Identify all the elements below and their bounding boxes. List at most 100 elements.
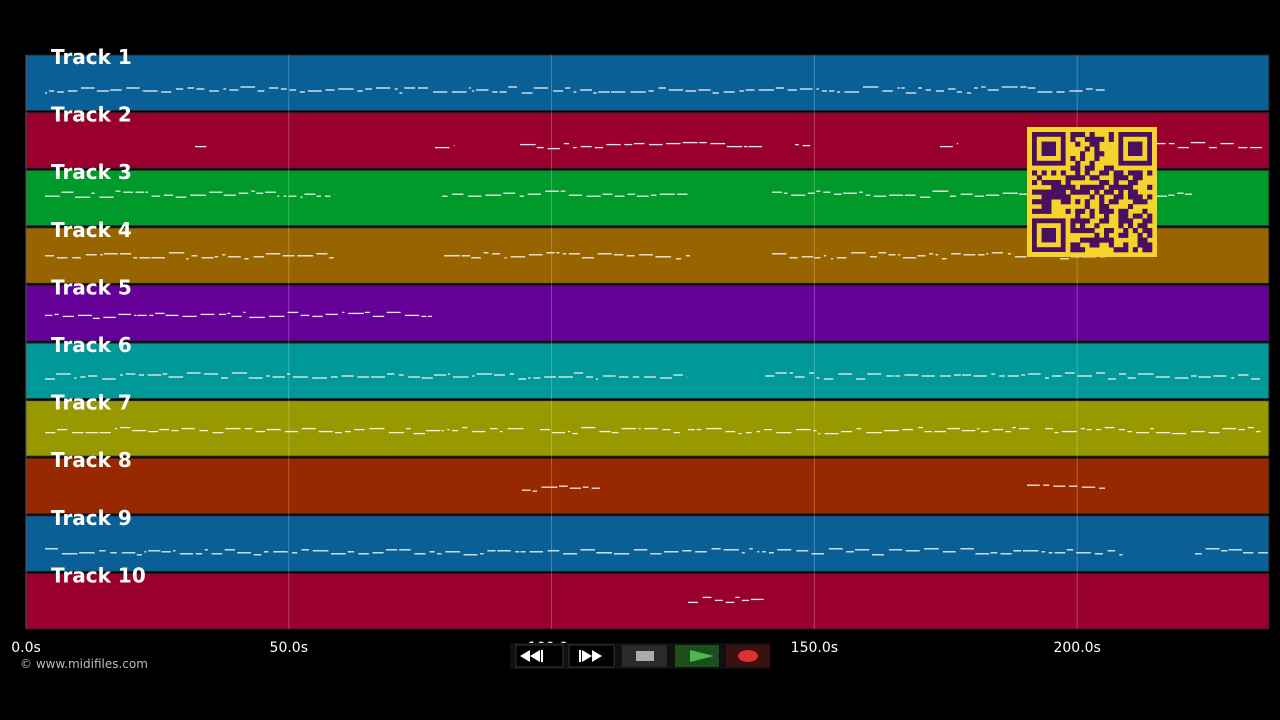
qr-cell xyxy=(1128,184,1134,190)
qr-cell xyxy=(1036,175,1042,181)
qr-cell xyxy=(1089,132,1095,138)
qr-cell xyxy=(1032,189,1038,195)
track-label: Track 1 xyxy=(51,45,132,69)
qr-cell xyxy=(1123,247,1129,253)
qr-cell xyxy=(1084,189,1090,195)
qr-cell xyxy=(1099,194,1105,200)
qr-cell xyxy=(1080,175,1086,181)
qr-cell xyxy=(1142,237,1148,243)
qr-cell xyxy=(1123,218,1129,224)
qr-cell xyxy=(1046,199,1052,205)
qr-cell xyxy=(1118,184,1124,190)
x-tick-label: 150.0s xyxy=(791,640,838,656)
qr-cell xyxy=(1132,247,1138,253)
qr-cell xyxy=(1099,151,1105,157)
qr-cell xyxy=(1137,223,1143,229)
qr-cell xyxy=(1132,189,1138,195)
qr-cell xyxy=(1099,136,1105,142)
qr-cell xyxy=(1070,165,1076,171)
qr-cell xyxy=(1094,156,1100,162)
qr-cell xyxy=(1080,151,1086,157)
track-label: Track 5 xyxy=(51,275,132,299)
qr-cell xyxy=(1132,180,1138,186)
qr-cell xyxy=(1137,213,1143,219)
record-button[interactable] xyxy=(726,645,770,667)
qr-cell xyxy=(1132,199,1138,205)
qr-cell xyxy=(1065,208,1071,214)
qr-cell xyxy=(1089,228,1095,234)
qr-cell xyxy=(1147,194,1153,200)
qr-cell xyxy=(1032,199,1038,205)
qr-cell xyxy=(1142,199,1148,205)
qr-cell xyxy=(1089,208,1095,214)
qr-cell xyxy=(1036,189,1042,195)
qr-cell xyxy=(1118,208,1124,214)
qr-cell xyxy=(1118,218,1124,224)
qr-cell xyxy=(1118,189,1124,195)
qr-cell xyxy=(1089,242,1095,248)
qr-cell xyxy=(1104,232,1110,238)
qr-cell xyxy=(1041,208,1047,214)
x-tick-label: 200.0s xyxy=(1053,640,1100,656)
qr-cell xyxy=(1036,208,1042,214)
qr-cell xyxy=(1108,184,1114,190)
qr-cell xyxy=(1108,208,1114,214)
transport-bar xyxy=(510,643,770,669)
qr-cell xyxy=(1108,136,1114,142)
x-tick-label: 50.0s xyxy=(270,640,308,656)
play-button[interactable] xyxy=(675,645,719,667)
qr-cell xyxy=(1075,218,1081,224)
qr-cell xyxy=(1075,132,1081,138)
qr-cell xyxy=(1108,242,1114,248)
qr-cell xyxy=(1108,132,1114,138)
qr-cell xyxy=(1041,180,1047,186)
qr-cell xyxy=(1147,170,1153,176)
rewind-button[interactable] xyxy=(515,644,564,668)
qr-cell xyxy=(1051,180,1057,186)
qr-cell xyxy=(1099,199,1105,205)
qr-cell xyxy=(1113,199,1119,205)
qr-cell xyxy=(1113,247,1119,253)
qr-cell xyxy=(1032,180,1038,186)
forward-button[interactable] xyxy=(568,644,615,668)
qr-cell xyxy=(1084,184,1090,190)
qr-cell xyxy=(1132,228,1138,234)
qr-cell xyxy=(1051,170,1057,176)
qr-cell xyxy=(1080,218,1086,224)
qr-cell xyxy=(1123,184,1129,190)
qr-cell xyxy=(1075,199,1081,205)
track-label: Track 2 xyxy=(51,103,132,127)
qr-cell xyxy=(1060,199,1066,205)
qr-cell xyxy=(1089,160,1095,166)
qr-cell xyxy=(1080,247,1086,253)
copyright: © www.midifiles.com xyxy=(20,657,148,671)
qr-cell xyxy=(1113,194,1119,200)
qr-cell xyxy=(1128,223,1134,229)
qr-cell xyxy=(1051,184,1057,190)
qr-cell xyxy=(1094,189,1100,195)
qr-cell xyxy=(1137,175,1143,181)
qr-cell xyxy=(1046,194,1052,200)
qr-cell xyxy=(1142,228,1148,234)
qr-cell xyxy=(1070,247,1076,253)
qr-cell xyxy=(1089,165,1095,171)
stop-button[interactable] xyxy=(622,645,667,667)
qr-cell xyxy=(1080,189,1086,195)
qr-cell xyxy=(1094,223,1100,229)
qr-cell xyxy=(1104,189,1110,195)
qr-cell xyxy=(1089,141,1095,147)
qr-cell xyxy=(1137,242,1143,248)
qr-cell xyxy=(1084,136,1090,142)
track-lane xyxy=(25,457,1270,515)
track-label: Track 4 xyxy=(51,218,132,242)
qr-cell xyxy=(1056,189,1062,195)
qr-cell xyxy=(1108,237,1114,243)
qr-cell xyxy=(1104,218,1110,224)
qr-cell xyxy=(1099,184,1105,190)
qr-cell xyxy=(1056,194,1062,200)
qr-cell xyxy=(1065,175,1071,181)
qr-cell xyxy=(1094,175,1100,181)
qr-cell xyxy=(1075,170,1081,176)
qr-cell xyxy=(1104,170,1110,176)
qr-cell xyxy=(1075,228,1081,234)
